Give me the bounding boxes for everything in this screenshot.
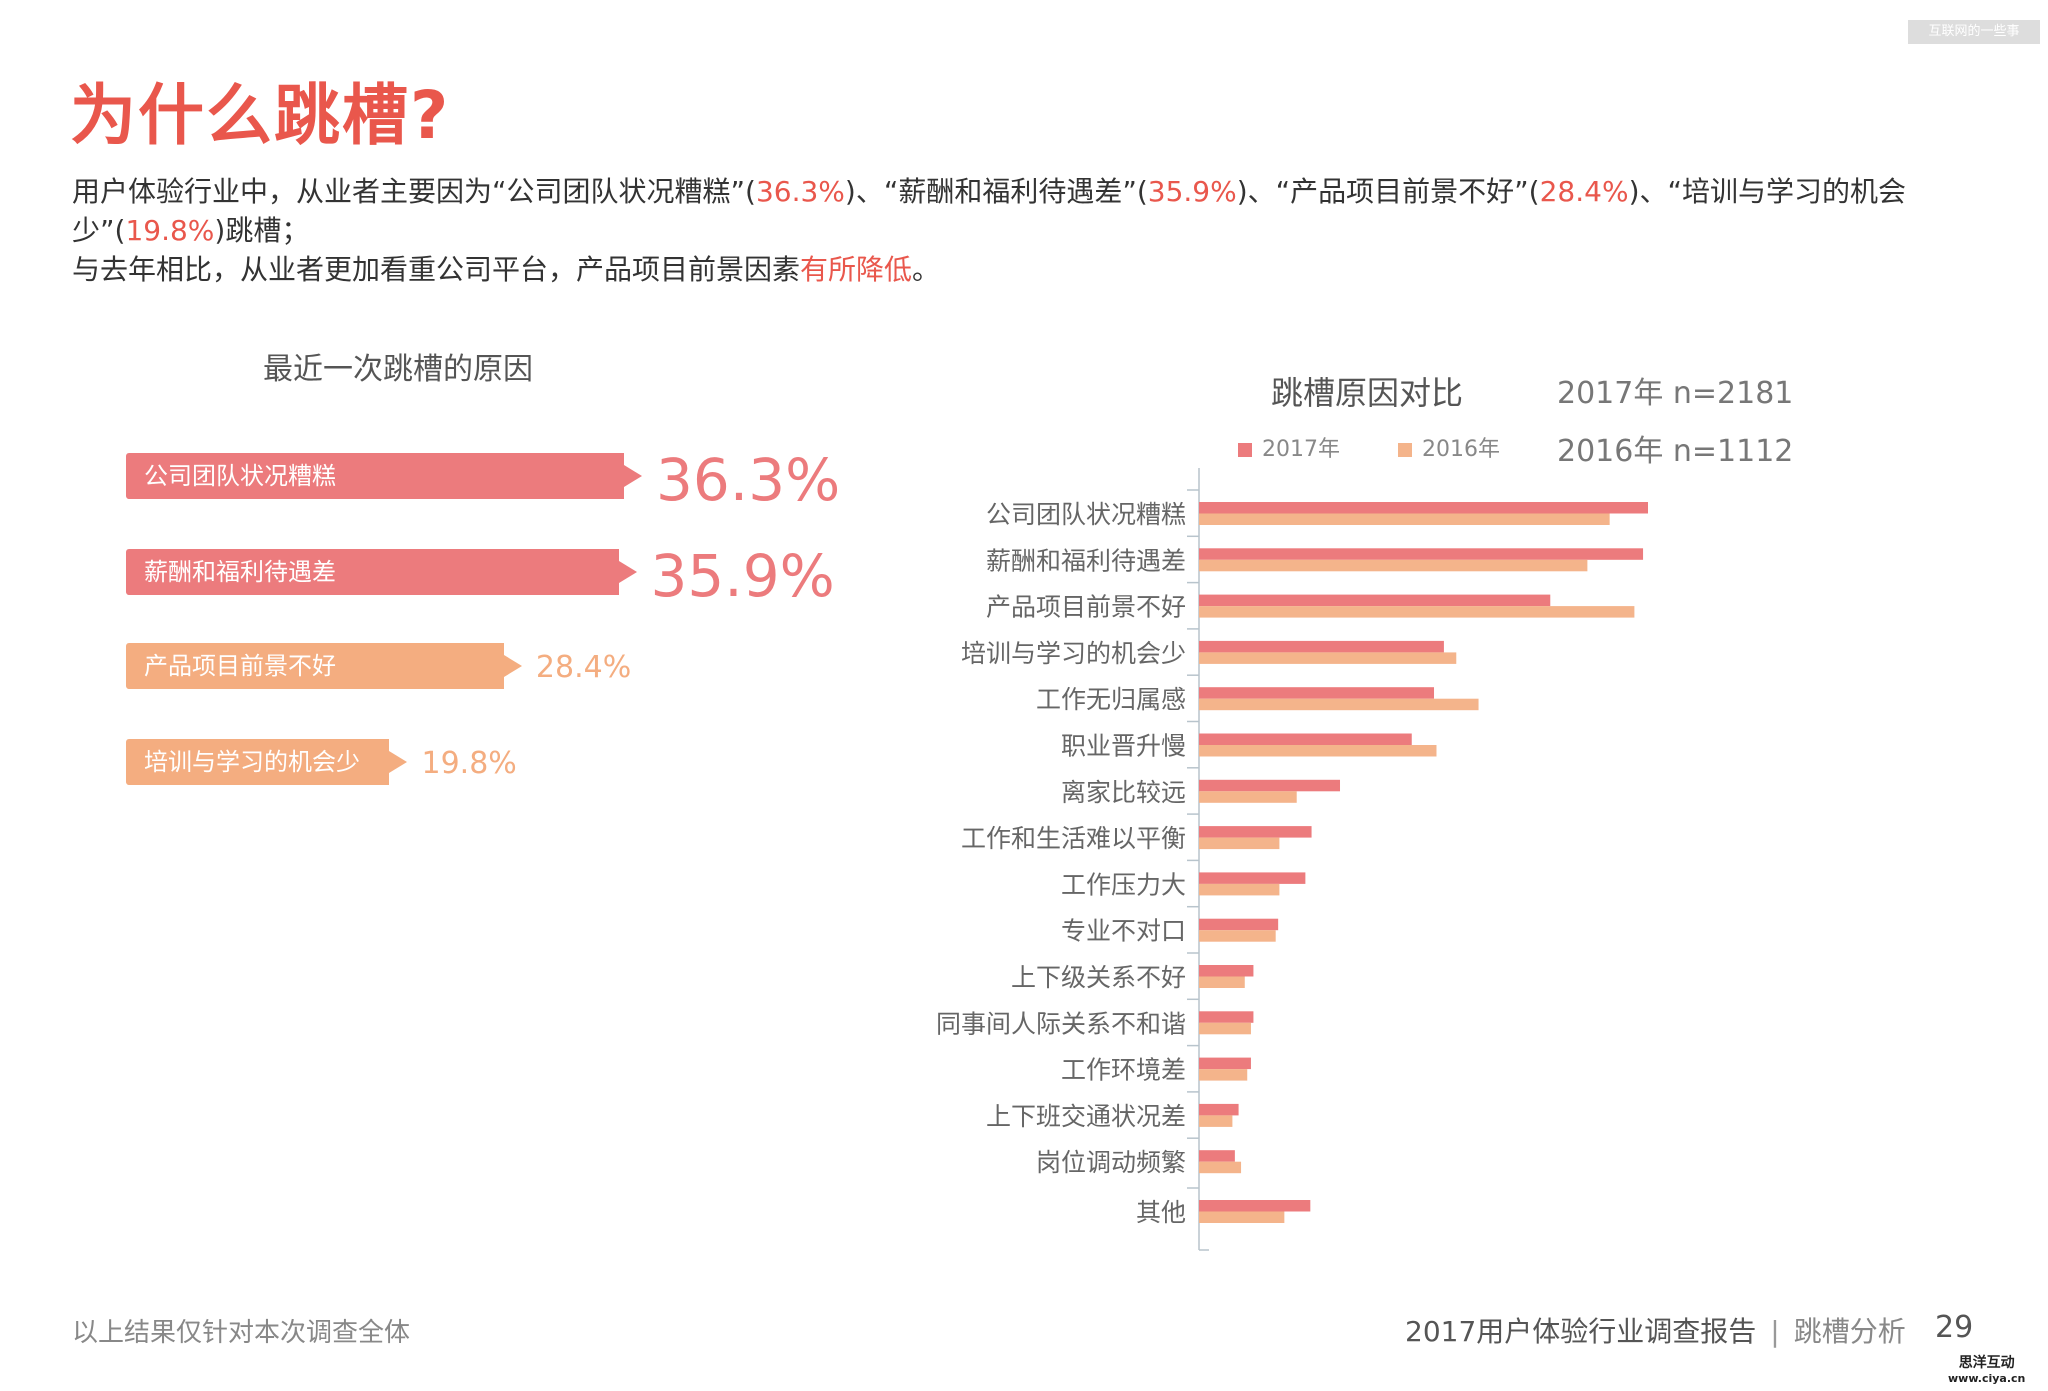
bar-2017 xyxy=(1199,1057,1251,1070)
category-label: 同事间人际关系不和谐 xyxy=(936,1009,1186,1038)
footer-note: 以上结果仅针对本次调查全体 xyxy=(72,1318,411,1348)
bar-2016 xyxy=(1199,837,1280,850)
bar-2017 xyxy=(1199,548,1644,560)
bar-2016 xyxy=(1199,745,1437,757)
category-label: 离家比较远 xyxy=(1061,778,1186,807)
bar-2017 xyxy=(1199,779,1341,792)
legend-swatch xyxy=(1238,443,1252,457)
bar-2016 xyxy=(1199,1115,1233,1127)
watermark: 互联网的一些事 xyxy=(1908,20,2040,44)
page-number: 29 xyxy=(1935,1310,1974,1345)
bar-2016 xyxy=(1199,1211,1285,1223)
bar-2017 xyxy=(1199,640,1444,653)
category-label: 岗位调动频繁 xyxy=(1036,1148,1186,1177)
category-label: 培训与学习的机会少 xyxy=(961,639,1186,668)
bar-2017 xyxy=(1199,872,1306,884)
bar-2017 xyxy=(1199,826,1312,838)
legend-2017: 2017年 xyxy=(1238,431,1340,463)
bar-2016 xyxy=(1199,559,1588,572)
left-bar-value: 35.9% xyxy=(650,542,835,610)
category-label: 上下级关系不好 xyxy=(1011,963,1186,992)
left-chart-title: 最近一次跳槽的原因 xyxy=(263,352,533,387)
bar-2016 xyxy=(1199,976,1245,988)
bar-2016 xyxy=(1199,698,1479,711)
description-p2: 与去年相比，从业者更加看重公司平台，产品项目前景因素有所降低。 xyxy=(72,253,941,286)
bar-2017 xyxy=(1199,1103,1239,1116)
bar-2016 xyxy=(1199,791,1297,803)
bar-2016 xyxy=(1199,513,1610,525)
right-chart-title: 跳槽原因对比 xyxy=(1271,374,1464,412)
left-bar: 薪酬和福利待遇差 xyxy=(126,549,636,595)
bar-2017 xyxy=(1199,594,1551,607)
category-label: 工作无归属感 xyxy=(1036,685,1186,714)
sample-size-2017: 2017年 n=2181 xyxy=(1557,376,1794,411)
bar-2017 xyxy=(1199,502,1648,514)
category-label: 工作环境差 xyxy=(1061,1056,1186,1085)
left-bar-value: 36.3% xyxy=(656,446,841,514)
footer-report: 2017用户体验行业调查报告 | 跳槽分析 xyxy=(1405,1315,1906,1348)
bar-2017 xyxy=(1199,1150,1235,1162)
description: 用户体验行业中，从业者主要因为“公司团队状况糟糕”(36.3%)、“薪酬和福利待… xyxy=(72,172,1972,289)
description-p1: 用户体验行业中，从业者主要因为“公司团队状况糟糕”(36.3%)、“薪酬和福利待… xyxy=(72,175,1906,247)
left-bar: 公司团队状况糟糕 xyxy=(126,453,642,499)
bar-2017 xyxy=(1199,1200,1311,1212)
bar-2016 xyxy=(1199,652,1457,664)
legend-swatch xyxy=(1398,443,1412,457)
left-bar: 产品项目前景不好 xyxy=(126,643,522,689)
left-bar: 培训与学习的机会少 xyxy=(126,739,409,785)
bar-2017 xyxy=(1199,687,1435,699)
legend-2016: 2016年 xyxy=(1398,431,1500,463)
bar-2017 xyxy=(1199,733,1412,745)
bar-2017 xyxy=(1199,1011,1254,1023)
bar-2016 xyxy=(1199,606,1635,618)
category-label: 其他 xyxy=(1136,1198,1186,1227)
bar-2017 xyxy=(1199,918,1279,931)
bar-2016 xyxy=(1199,930,1276,942)
page-title: 为什么跳槽? xyxy=(70,77,451,154)
bar-2016 xyxy=(1199,1161,1242,1174)
sample-size-2016: 2016年 n=1112 xyxy=(1557,434,1794,469)
bar-2016 xyxy=(1199,1069,1248,1081)
category-label: 薪酬和福利待遇差 xyxy=(986,546,1186,575)
logo: 思洋互动 www.ciya.cn xyxy=(1948,1355,2026,1386)
category-label: 专业不对口 xyxy=(1061,917,1186,946)
category-label: 产品项目前景不好 xyxy=(986,593,1186,622)
left-bar-value: 19.8% xyxy=(421,746,517,781)
bar-2016 xyxy=(1199,883,1280,896)
category-label: 上下班交通状况差 xyxy=(986,1102,1186,1131)
bar-2017 xyxy=(1199,965,1254,977)
category-label: 工作压力大 xyxy=(1061,870,1186,899)
category-label: 公司团队状况糟糕 xyxy=(986,500,1186,529)
bar-2016 xyxy=(1199,1022,1251,1035)
left-bar-value: 28.4% xyxy=(535,650,632,685)
category-label: 职业晋升慢 xyxy=(1061,732,1186,761)
category-label: 工作和生活难以平衡 xyxy=(961,824,1186,853)
